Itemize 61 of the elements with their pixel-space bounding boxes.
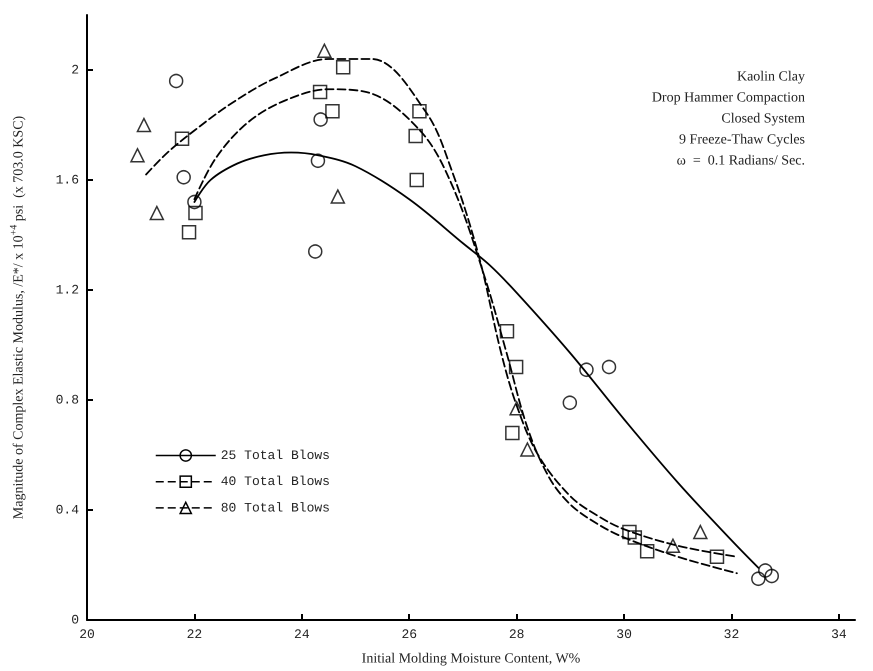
x-tick-label: 26 (401, 627, 418, 642)
y-tick-label: 1.6 (56, 172, 79, 188)
point (408, 128, 423, 144)
point (410, 172, 424, 188)
point (308, 244, 322, 259)
y-tick-label: 0 (71, 612, 79, 628)
x-tick-label: 30 (616, 627, 632, 642)
point (310, 154, 326, 168)
point (509, 401, 524, 416)
y-axis-title: Magnitude of Complex Elastic Modulus, /E*/ x 10+4 psi (x 703.0 KSC) (8, 115, 26, 520)
point (187, 194, 202, 210)
annotation: ω = 0.1 Radians/ Sec. (676, 154, 806, 168)
point (628, 530, 642, 545)
x-tick-label: 28 (508, 627, 524, 642)
y-tick-label: 0.4 (56, 502, 80, 518)
legend-label: 25 Total Blows (220, 448, 330, 463)
point (602, 360, 616, 374)
point (562, 396, 578, 410)
x-axis-title: Initial Molding Moisture Content, W% (362, 652, 581, 666)
legend-label: 40 Total Blows (220, 474, 330, 490)
point (666, 538, 680, 553)
point (130, 148, 145, 162)
point (412, 104, 427, 118)
point (336, 60, 350, 74)
annotation: Drop Hammer Compaction (652, 90, 805, 106)
point (505, 426, 520, 440)
point (640, 544, 654, 558)
point (579, 362, 594, 377)
point (520, 442, 535, 457)
point (136, 118, 152, 132)
x-tick-label: 34 (831, 627, 847, 642)
y-tick-label: 1.2 (56, 282, 79, 298)
point (150, 206, 164, 220)
point (313, 112, 328, 127)
point (508, 360, 524, 374)
point (500, 324, 514, 338)
point (710, 550, 724, 564)
point (174, 132, 190, 146)
y-tick-label: 0.8 (56, 392, 79, 408)
annotation: Closed System (721, 112, 806, 126)
x-tick-label: 24 (294, 627, 310, 642)
point (325, 104, 340, 118)
point (182, 225, 196, 240)
point (622, 524, 637, 540)
x-tick-label: 20 (79, 627, 95, 642)
point (764, 568, 780, 584)
point (176, 170, 191, 184)
point (168, 74, 184, 88)
x-tick-label: 32 (724, 627, 740, 642)
point (312, 84, 328, 100)
y-tick-label: 2 (71, 62, 79, 78)
x-tick-label: 22 (186, 627, 202, 642)
annotation: 9 Freeze-Thaw Cycles (679, 132, 806, 148)
legend-label: 80 Total Blows (220, 500, 330, 516)
point (330, 189, 346, 204)
point (317, 44, 332, 58)
annotation: Kaolin Clay (736, 70, 805, 84)
point (751, 572, 766, 586)
point (693, 524, 708, 540)
point (758, 563, 773, 578)
point (188, 206, 203, 220)
